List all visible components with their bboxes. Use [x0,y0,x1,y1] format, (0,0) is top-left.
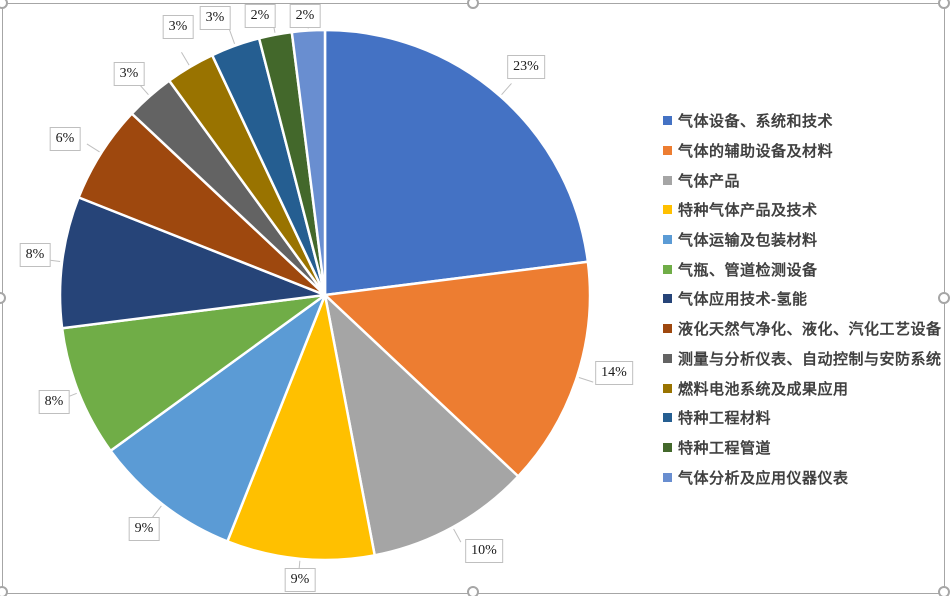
legend: 气体设备、系统和技术 气体的辅助设备及材料 气体产品特种气体产品及技术 气体运输及包装… [663,106,942,492]
legend-label: 测量与分析仪表、自动控制与安防系统 [678,350,942,368]
resize-handle-bottom-right[interactable] [938,586,950,596]
resize-handle-bottom-left[interactable] [0,586,8,596]
data-label-6[interactable]: 8% [19,243,51,267]
data-label-12[interactable]: 2% [289,4,321,28]
legend-item-3[interactable]: 特种气体产品及技术 [663,195,942,225]
legend-item-11[interactable]: 特种工程管道 [663,433,942,463]
resize-handle-top-left[interactable] [0,0,8,9]
data-label-10[interactable]: 3% [199,6,231,30]
resize-handle-left[interactable] [0,292,6,304]
resize-handle-bottom[interactable] [467,586,479,596]
legend-item-2[interactable]: 气体产品 [663,165,942,195]
legend-marker-icon [663,264,672,274]
legend-marker-icon [663,383,672,393]
data-label-0[interactable]: 23% [507,55,545,79]
legend-label: 气瓶、管道检测设备 [678,261,818,279]
data-label-5[interactable]: 8% [38,390,70,414]
label-leader-line [86,143,100,153]
label-leader-line [151,505,162,519]
label-leader-line [578,377,594,383]
data-label-7[interactable]: 6% [49,127,81,151]
legend-item-0[interactable]: 气体设备、系统和技术 [663,106,942,136]
pie-slice-1[interactable] [323,260,592,478]
legend-item-9[interactable]: 燃料电池系统及成果应用 [663,373,942,403]
legend-label: 燃料电池系统及成果应用 [678,380,849,398]
legend-label: 气体运输及包装材料 [678,232,818,250]
pie-slice-12[interactable] [290,28,327,297]
legend-item-6[interactable]: 气体应用技术-氢能 [663,284,942,314]
data-label-8[interactable]: 3% [113,62,145,86]
pie-slice-2[interactable] [323,293,520,557]
label-leader-line [453,528,462,543]
legend-item-1[interactable]: 气体的辅助设备及材料 [663,136,942,166]
legend-item-7[interactable]: 液化天然气净化、液化、汽化工艺设备 [663,314,942,344]
legend-marker-icon [663,235,672,245]
legend-label: 特种工程材料 [678,410,772,428]
legend-marker-icon [663,442,672,452]
label-leader-line [501,83,512,96]
legend-label: 气体应用技术-氢能 [678,291,808,309]
legend-marker-icon [663,324,672,334]
data-label-3[interactable]: 9% [284,568,316,592]
data-label-4[interactable]: 9% [128,517,160,541]
pie-slice-3[interactable] [226,293,376,562]
legend-marker-icon [663,116,672,126]
legend-item-10[interactable]: 特种工程材料 [663,403,942,433]
data-label-11[interactable]: 2% [244,4,276,28]
legend-item-8[interactable]: 测量与分析仪表、自动控制与安防系统 [663,344,942,374]
legend-item-4[interactable]: 气体运输及包装材料 [663,225,942,255]
legend-label: 气体分析及应用仪器仪表 [678,469,849,487]
label-leader-line [181,52,190,66]
label-leader-line [229,29,236,44]
legend-marker-icon [663,294,672,304]
legend-label: 液化天然气净化、液化、汽化工艺设备 [678,321,942,339]
legend-marker-icon [663,353,672,363]
data-label-9[interactable]: 3% [162,15,194,39]
resize-handle-top[interactable] [467,0,479,9]
data-label-2[interactable]: 10% [465,539,503,563]
legend-marker-icon [663,472,672,482]
legend-marker-icon [663,146,672,156]
data-label-1[interactable]: 14% [595,361,633,385]
pie-slice-5[interactable] [60,293,327,453]
legend-label: 气体的辅助设备及材料 [678,143,834,161]
legend-marker-icon [663,413,672,423]
legend-marker-icon [663,205,672,215]
legend-item-12[interactable]: 气体分析及应用仪器仪表 [663,462,942,492]
pie-slice-0[interactable] [323,28,590,297]
legend-label: 气体设备、系统和技术 [678,113,834,131]
legend-marker-icon [663,175,672,185]
legend-label: 气体产品 [678,172,741,190]
legend-item-5[interactable]: 气瓶、管道检测设备 [663,254,942,284]
legend-label: 特种工程管道 [678,439,772,457]
pie-slice-4[interactable] [109,293,327,543]
legend-label: 特种气体产品及技术 [678,202,818,220]
pie-slice-6[interactable] [58,196,327,330]
resize-handle-right[interactable] [938,292,950,304]
